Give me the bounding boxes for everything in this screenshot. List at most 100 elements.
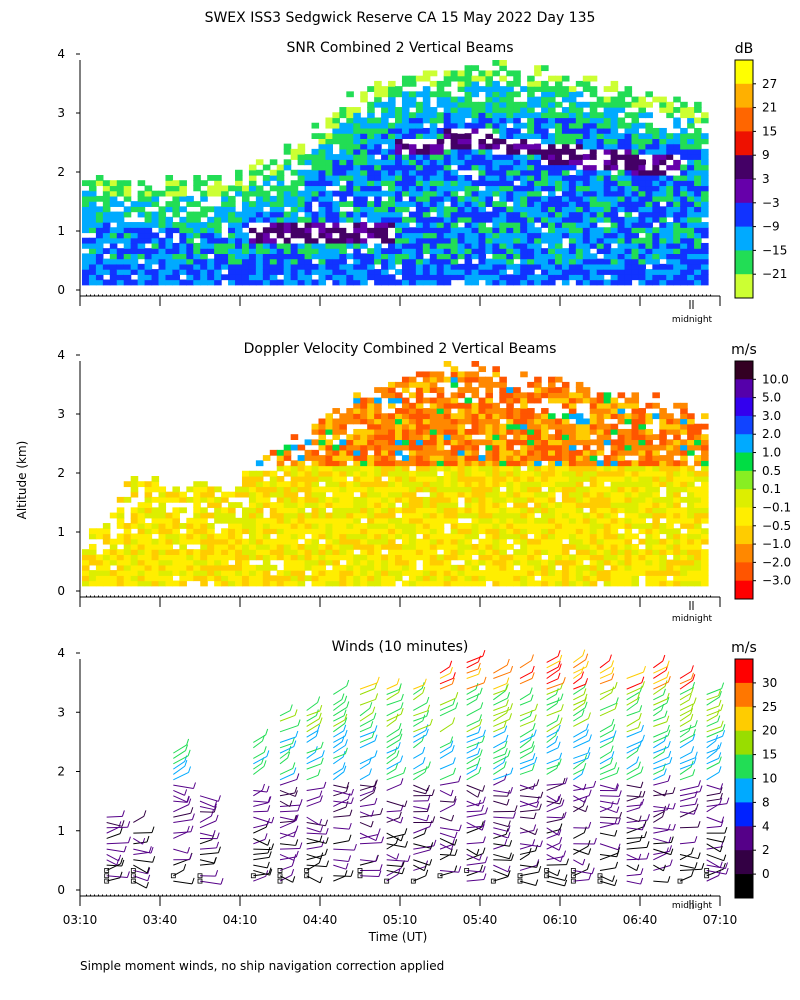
heatmap-cell	[381, 413, 389, 420]
heatmap-cell	[374, 554, 382, 561]
heatmap-cell	[401, 507, 410, 514]
heatmap-cell	[582, 543, 591, 550]
heatmap-cell	[652, 538, 660, 545]
heatmap-cell	[471, 195, 480, 202]
heatmap-cell	[214, 237, 222, 244]
heatmap-cell	[506, 185, 514, 192]
heatmap-cell	[276, 491, 285, 498]
heatmap-cell	[193, 549, 201, 556]
heatmap-cell	[311, 465, 320, 472]
heatmap-cell	[492, 216, 500, 223]
heatmap-cell	[506, 455, 514, 461]
heatmap-cell	[694, 211, 702, 218]
heatmap-cell	[102, 206, 111, 213]
heatmap-cell	[88, 201, 97, 207]
heatmap-cell	[332, 570, 340, 576]
heatmap-cell	[172, 185, 180, 192]
heatmap-cell	[471, 101, 480, 108]
heatmap-cell	[228, 279, 236, 286]
heatmap-cell	[241, 211, 250, 218]
heatmap-cell	[374, 528, 382, 535]
heatmap-cell	[520, 242, 528, 249]
heatmap-cell	[436, 232, 445, 239]
heatmap-cell	[388, 481, 396, 488]
heatmap-cell	[589, 201, 598, 207]
heatmap-cell	[360, 507, 368, 514]
heatmap-cell	[415, 538, 424, 545]
heatmap-cell	[589, 180, 598, 187]
heatmap-cell	[172, 190, 180, 197]
heatmap-cell	[568, 242, 577, 249]
heatmap-cell	[478, 190, 487, 197]
heatmap-cell	[471, 164, 480, 171]
heatmap-cell	[374, 117, 382, 124]
heatmap-cell	[311, 564, 320, 571]
heatmap-cell	[381, 533, 389, 540]
heatmap-cell	[666, 154, 674, 160]
heatmap-cell	[374, 496, 382, 503]
heatmap-cell	[478, 248, 487, 255]
heatmap-cell	[88, 575, 97, 582]
heatmap-cell	[429, 175, 438, 181]
heatmap-cell	[506, 507, 514, 514]
heatmap-cell	[429, 580, 438, 587]
heatmap-cell	[123, 496, 132, 503]
heatmap-cell	[276, 543, 285, 550]
heatmap-cell	[200, 486, 208, 493]
heatmap-cell	[541, 237, 549, 244]
heatmap-cell	[666, 559, 674, 566]
heatmap-cell	[395, 549, 403, 556]
heatmap-cell	[158, 279, 167, 286]
heatmap-cell	[179, 185, 187, 192]
heatmap-cell	[457, 434, 466, 441]
heatmap-cell	[429, 533, 438, 540]
heatmap-cell	[415, 439, 424, 446]
heatmap-cell	[82, 206, 90, 213]
heatmap-cell	[360, 263, 368, 270]
heatmap-cell	[429, 418, 438, 425]
heatmap-cell	[193, 491, 201, 498]
heatmap-cell	[457, 80, 466, 87]
heatmap-cell	[395, 413, 403, 420]
heatmap-cell	[381, 554, 389, 561]
heatmap-cell	[186, 195, 194, 202]
heatmap-cell	[228, 185, 236, 192]
heatmap-cell	[624, 449, 633, 456]
heatmap-cell	[450, 133, 459, 140]
heatmap-cell	[346, 413, 354, 420]
heatmap-cell	[652, 444, 660, 451]
heatmap-cell	[478, 232, 487, 239]
heatmap-cell	[360, 408, 368, 414]
heatmap-cell	[422, 274, 431, 281]
heatmap-cell	[318, 455, 327, 461]
heatmap-cell	[311, 185, 320, 192]
heatmap-cell	[332, 154, 340, 160]
heatmap-cell	[228, 564, 236, 571]
heatmap-cell	[401, 112, 410, 119]
heatmap-cell	[388, 413, 396, 420]
heatmap-cell	[332, 580, 340, 587]
heatmap-cell	[596, 392, 605, 399]
heatmap-cell	[443, 263, 452, 270]
heatmap-cell	[631, 512, 640, 519]
heatmap-cell	[631, 418, 640, 425]
heatmap-cell	[255, 533, 264, 540]
heatmap-cell	[408, 253, 417, 260]
heatmap-cell	[422, 423, 431, 430]
heatmap-cell	[506, 476, 514, 482]
heatmap-cell	[589, 101, 598, 108]
heatmap-cell	[589, 91, 598, 98]
heatmap-cell	[492, 428, 500, 435]
heatmap-cell	[561, 554, 570, 561]
heatmap-cell	[527, 559, 535, 566]
heatmap-cell	[610, 201, 619, 207]
heatmap-cell	[374, 143, 382, 150]
heatmap-cell	[554, 517, 563, 524]
heatmap-cell	[415, 91, 424, 98]
heatmap-cell	[568, 96, 577, 103]
heatmap-cell	[82, 274, 90, 281]
heatmap-cell	[464, 148, 473, 155]
heatmap-cell	[506, 543, 514, 550]
heatmap-cell	[443, 470, 452, 477]
heatmap-cell	[408, 279, 417, 286]
